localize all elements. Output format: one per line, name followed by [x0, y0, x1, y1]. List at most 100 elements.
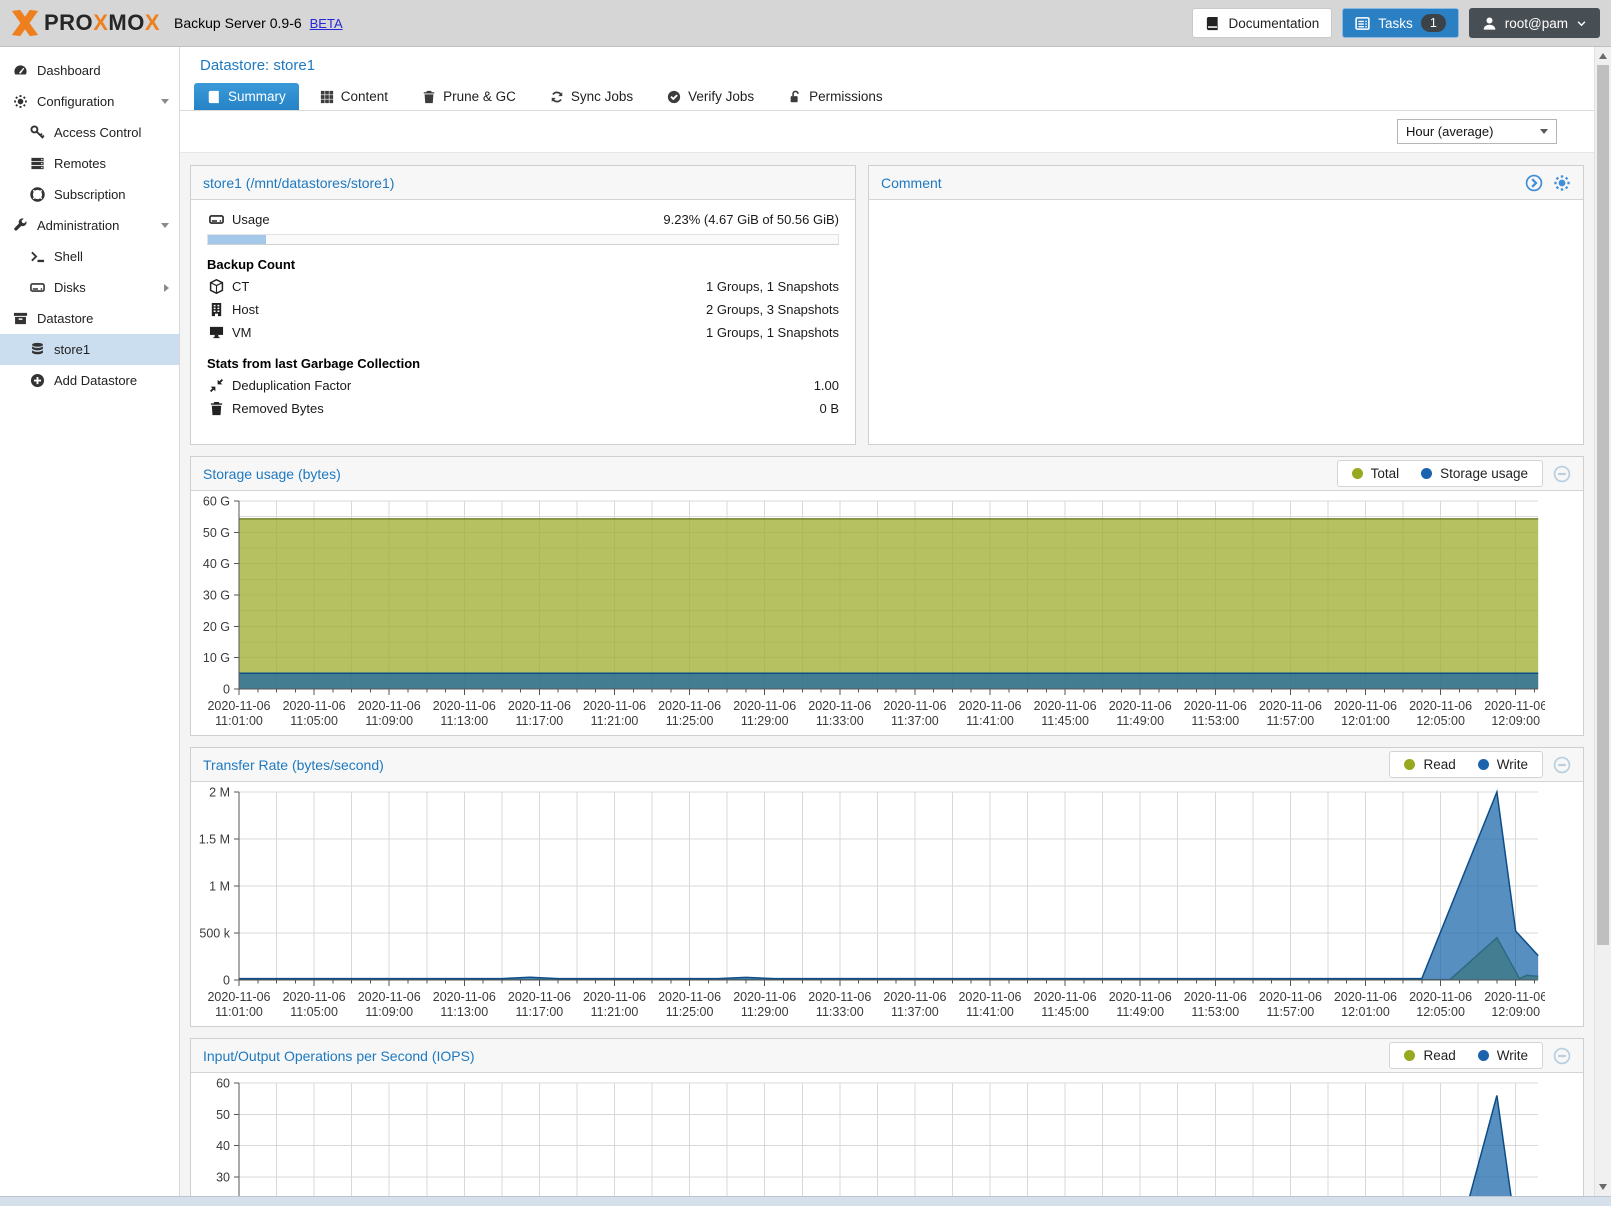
gear-icon[interactable] [1553, 174, 1571, 192]
compress-icon [207, 378, 225, 393]
vertical-scrollbar[interactable] [1594, 47, 1611, 1196]
lifering-icon [29, 187, 46, 202]
toolbar: Hour (average) [180, 111, 1594, 153]
cube-icon [207, 279, 225, 294]
svg-text:2020-11-06: 2020-11-06 [1034, 990, 1097, 1004]
sidebar-item-administration[interactable]: Administration [0, 210, 179, 241]
time-range-select[interactable]: Hour (average) [1397, 119, 1557, 144]
page-title: Datastore: store1 [200, 57, 316, 74]
chart-legend: Read Write [1389, 1042, 1543, 1069]
sidebar-item-shell[interactable]: Shell [0, 241, 179, 272]
svg-text:11:41:00: 11:41:00 [966, 714, 1014, 728]
svg-text:0: 0 [223, 974, 230, 988]
sidebar-item-remotes[interactable]: Remotes [0, 148, 179, 179]
info-row-value: 0 B [819, 401, 839, 416]
svg-text:2020-11-06: 2020-11-06 [808, 699, 871, 713]
gc-stats-rows: Deduplication Factor 1.00 Removed Bytes … [191, 374, 855, 420]
svg-text:2020-11-06: 2020-11-06 [207, 990, 270, 1004]
svg-text:50 G: 50 G [203, 526, 230, 540]
svg-text:2020-11-06: 2020-11-06 [1259, 699, 1322, 713]
chart-canvas: 010 G20 G30 G40 G50 G60 G2020-11-0611:01… [203, 495, 1547, 729]
legend-dot-icon [1404, 1050, 1416, 1061]
scroll-up-arrow-icon[interactable] [1599, 53, 1607, 59]
svg-text:2020-11-06: 2020-11-06 [1109, 990, 1172, 1004]
scroll-down-arrow-icon[interactable] [1599, 1184, 1607, 1190]
sidebar-item-label: Add Datastore [54, 373, 138, 388]
usage-row: Usage 9.23% (4.67 GiB of 50.56 GiB) [191, 208, 855, 231]
svg-text:2020-11-06: 2020-11-06 [733, 699, 796, 713]
horizontal-scrollbar[interactable] [0, 1196, 1611, 1206]
minus-circle-icon[interactable] [1553, 465, 1571, 483]
minus-circle-icon[interactable] [1553, 756, 1571, 774]
svg-text:2020-11-06: 2020-11-06 [433, 699, 496, 713]
tab-label: Verify Jobs [688, 89, 755, 104]
tab-label: Sync Jobs [570, 89, 634, 104]
svg-text:12:01:00: 12:01:00 [1341, 714, 1390, 728]
sidebar-item-add-datastore[interactable]: Add Datastore [0, 365, 179, 396]
usage-progress-value [208, 235, 267, 244]
legend-item-read[interactable]: Read [1404, 757, 1456, 772]
info-row-ct: CT 1 Groups, 1 Snapshots [191, 275, 855, 298]
legend-item-write[interactable]: Write [1477, 757, 1528, 772]
info-row-removed-bytes: Removed Bytes 0 B [191, 397, 855, 420]
svg-text:2020-11-06: 2020-11-06 [733, 990, 796, 1004]
sidebar-item-label: Subscription [54, 187, 126, 202]
expander-caret-down-icon[interactable] [161, 223, 169, 228]
info-row-label: Host [232, 302, 259, 317]
sidebar-item-subscription[interactable]: Subscription [0, 179, 179, 210]
svg-text:60: 60 [216, 1077, 230, 1091]
content: store1 (/mnt/datastores/store1) Usage 9.… [180, 153, 1594, 1206]
documentation-button[interactable]: Documentation [1192, 8, 1333, 38]
chevron-circle-right-icon[interactable] [1525, 174, 1543, 192]
svg-text:12:05:00: 12:05:00 [1416, 714, 1465, 728]
svg-text:11:49:00: 11:49:00 [1116, 714, 1164, 728]
tab-content[interactable]: Content [307, 83, 401, 110]
user-menu-button[interactable]: root@pam [1468, 8, 1600, 38]
svg-text:11:25:00: 11:25:00 [666, 1005, 714, 1019]
svg-text:11:09:00: 11:09:00 [365, 1005, 413, 1019]
tab-prune-gc[interactable]: Prune & GC [409, 83, 529, 110]
comment-panel-title: Comment [881, 174, 942, 191]
svg-text:10 G: 10 G [203, 651, 230, 665]
minus-circle-icon[interactable] [1553, 1047, 1571, 1065]
sidebar-item-dashboard[interactable]: Dashboard [0, 55, 179, 86]
svg-text:11:01:00: 11:01:00 [215, 714, 263, 728]
svg-text:2020-11-06: 2020-11-06 [1184, 699, 1247, 713]
legend-label: Total [1370, 466, 1400, 481]
vertical-scrollbar-thumb[interactable] [1597, 65, 1609, 945]
beta-link[interactable]: BETA [309, 15, 343, 31]
tab-sync-jobs[interactable]: Sync Jobs [537, 83, 646, 110]
book-icon [207, 90, 221, 104]
sidebar-item-configuration[interactable]: Configuration [0, 86, 179, 117]
sidebar-item-access-control[interactable]: Access Control [0, 117, 179, 148]
chart-title: Transfer Rate (bytes/second) [203, 756, 384, 773]
legend-dot-icon [1351, 468, 1363, 479]
svg-text:2020-11-06: 2020-11-06 [358, 699, 421, 713]
info-row-value: 1 Groups, 1 Snapshots [706, 325, 839, 340]
chart-body: 01020304050602020-11-0611:01:002020-11-0… [191, 1073, 1583, 1206]
legend-dot-icon [1477, 759, 1489, 770]
svg-text:2020-11-06: 2020-11-06 [1259, 990, 1322, 1004]
expander-caret-right-icon[interactable] [164, 283, 169, 292]
svg-text:11:41:00: 11:41:00 [966, 1005, 1014, 1019]
legend-item-write[interactable]: Write [1477, 1048, 1528, 1063]
sidebar-item-disks[interactable]: Disks [0, 272, 179, 303]
tab-summary[interactable]: Summary [194, 83, 299, 110]
tab-permissions[interactable]: Permissions [775, 83, 896, 110]
sidebar-item-store1[interactable]: store1 [0, 334, 179, 365]
svg-text:2020-11-06: 2020-11-06 [207, 699, 270, 713]
sidebar-item-datastore[interactable]: Datastore [0, 303, 179, 334]
expander-caret-down-icon[interactable] [161, 99, 169, 104]
legend-item-read[interactable]: Read [1404, 1048, 1456, 1063]
legend-item-total[interactable]: Total [1351, 466, 1400, 481]
svg-text:11:29:00: 11:29:00 [741, 714, 789, 728]
svg-text:2020-11-06: 2020-11-06 [583, 990, 646, 1004]
svg-text:11:13:00: 11:13:00 [440, 714, 488, 728]
legend-item-storage-usage[interactable]: Storage usage [1421, 466, 1528, 481]
hdd-icon [29, 280, 46, 295]
tasks-button[interactable]: Tasks 1 [1342, 8, 1459, 38]
tasks-count-badge: 1 [1420, 14, 1446, 32]
tab-verify-jobs[interactable]: Verify Jobs [654, 83, 767, 110]
building-icon [207, 302, 225, 317]
backup-count-title: Backup Count [207, 257, 296, 272]
